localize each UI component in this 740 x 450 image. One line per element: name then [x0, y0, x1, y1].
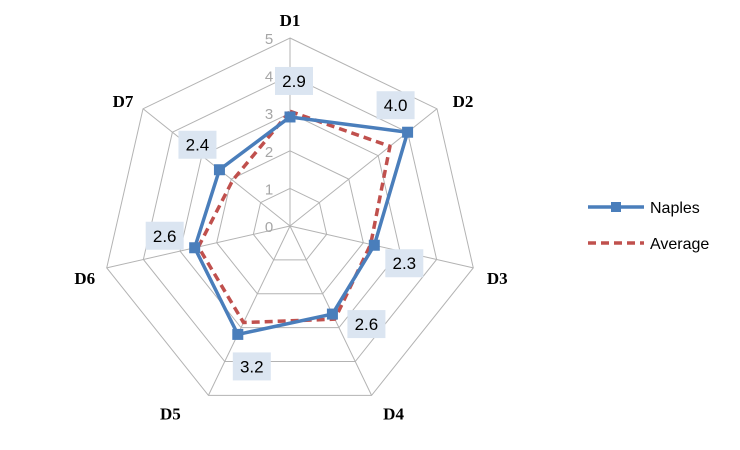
data-label-bg-d6: [145, 221, 184, 250]
tick-label-5: 5: [265, 31, 273, 48]
grid-ring-1: [252, 187, 328, 261]
data-label-bg-d1: [275, 66, 313, 95]
series-naples-line: [192, 115, 410, 337]
tick-label-0: 0: [265, 219, 273, 236]
category-label-d1: D1: [280, 11, 301, 30]
tick-label-2: 2: [265, 144, 273, 161]
marker-naples-d3: [368, 239, 380, 251]
legend-average-label: Average: [650, 236, 709, 253]
data-label-bg-d2: [376, 91, 415, 120]
tick-label-4: 4: [265, 69, 273, 86]
data-label-bg-d5: [232, 352, 271, 381]
category-label-d3: D3: [487, 269, 508, 288]
series-average-line: [196, 109, 392, 325]
legend-naples-marker: [611, 202, 621, 212]
data-label-d1: 2.9: [282, 72, 306, 91]
marker-naples-d5: [232, 328, 244, 340]
grid-ring-5: [106, 37, 474, 396]
data-label-bg-d4: [347, 310, 386, 339]
category-labels: D1 D2 D3 D4 D5 D6 D7: [74, 11, 507, 423]
category-label-d6: D6: [74, 269, 95, 288]
data-label-d6: 2.6: [153, 227, 177, 246]
data-label-d4: 2.6: [355, 315, 379, 334]
grid-ring-4: [142, 75, 438, 363]
radar-grid: [106, 37, 474, 396]
spoke-d5: [207, 225, 291, 396]
marker-naples-d2: [402, 126, 414, 138]
data-label-d5: 3.2: [240, 357, 264, 376]
grid-ring-3: [179, 112, 401, 329]
legend: Naples Average: [588, 200, 709, 253]
data-labels: 2.9 4.0 2.3 2.6 3.2 2.6 2.4: [145, 66, 424, 381]
marker-naples-d4: [326, 308, 338, 320]
tick-label-1: 1: [265, 181, 273, 198]
legend-naples-label: Naples: [650, 200, 700, 217]
marker-naples-d7: [213, 164, 225, 176]
category-label-d2: D2: [453, 92, 474, 111]
series-layer: [189, 109, 414, 340]
category-label-d4: D4: [383, 404, 404, 423]
tick-label-3: 3: [265, 106, 273, 123]
data-label-bg-d7: [178, 130, 217, 159]
data-label-d2: 4.0: [384, 96, 408, 115]
marker-naples-d6: [189, 242, 201, 254]
radial-ticks: 0 1 2 3 4 5: [265, 31, 273, 236]
data-label-bg-d3: [385, 249, 424, 278]
category-label-d7: D7: [113, 92, 134, 111]
data-label-d7: 2.4: [186, 136, 210, 155]
data-label-d3: 2.3: [392, 254, 416, 273]
marker-naples-d1: [284, 111, 296, 123]
category-label-d5: D5: [160, 404, 181, 423]
spoke-d3: [289, 225, 474, 269]
